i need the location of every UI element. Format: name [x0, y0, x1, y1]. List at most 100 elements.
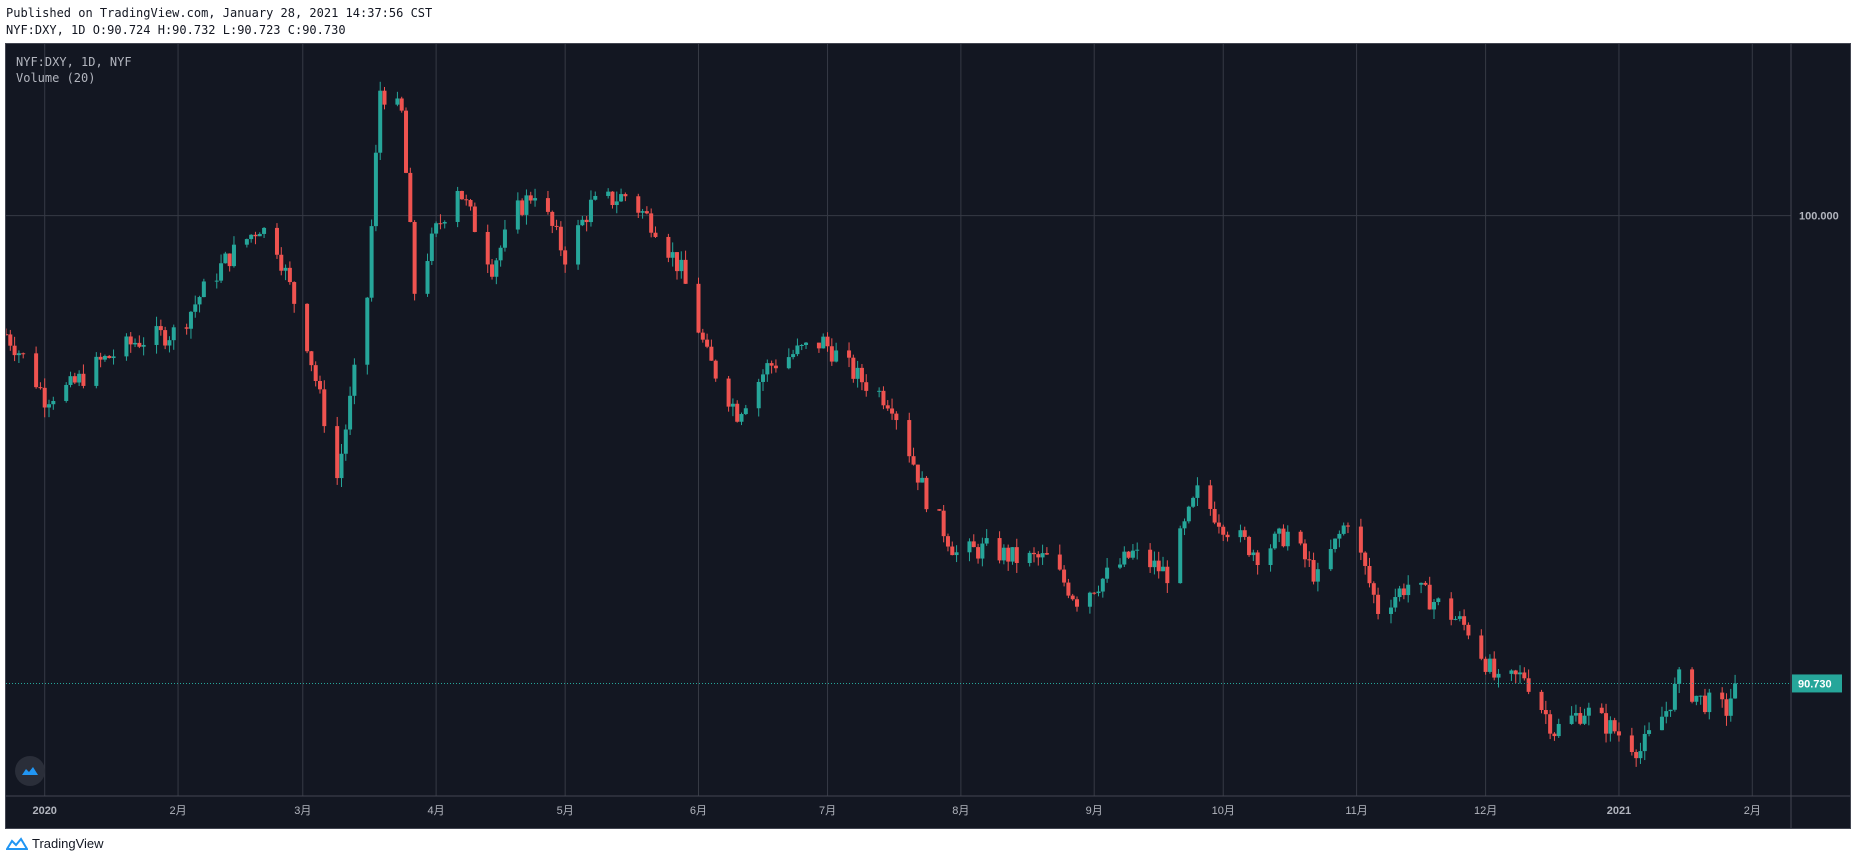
candle-body	[193, 304, 198, 312]
candle-body	[1130, 550, 1135, 558]
candle-body	[94, 356, 99, 386]
candle-body	[77, 373, 82, 383]
candle-body	[976, 547, 981, 559]
candle-body	[1272, 533, 1277, 549]
footer[interactable]: TradingView	[6, 836, 104, 851]
candle-body	[640, 211, 645, 213]
candle-body	[1031, 552, 1036, 555]
candle-body	[498, 247, 503, 261]
candle-body	[1186, 506, 1191, 522]
legend-symbol[interactable]: NYF:DXY, 1D, NYF	[16, 55, 132, 69]
candle-body	[81, 373, 86, 386]
candle-body	[520, 200, 525, 215]
candle-body	[915, 464, 920, 483]
candle-body	[485, 231, 490, 265]
candle-body	[1522, 672, 1527, 679]
candle-body	[1586, 707, 1591, 716]
candle-body	[885, 405, 890, 409]
candle-body	[1397, 588, 1402, 598]
candle-body	[1014, 547, 1019, 564]
candle-body	[563, 250, 568, 265]
candle-body	[945, 536, 950, 547]
candle-body	[188, 311, 193, 329]
last-price-label: 90.730	[1798, 678, 1832, 690]
candle-body	[1423, 582, 1428, 585]
candle-body	[1070, 595, 1075, 600]
candle-body	[434, 223, 439, 234]
candle-body	[464, 199, 469, 201]
candle-body	[851, 357, 856, 379]
candle-body	[1672, 683, 1677, 710]
candle-body	[804, 342, 809, 346]
candle-body	[1238, 530, 1243, 538]
candle-body	[786, 357, 791, 369]
candle-body	[816, 342, 821, 349]
candle-body	[1006, 547, 1011, 562]
candle-body	[1255, 552, 1260, 566]
candle-body	[459, 190, 464, 200]
tradingview-logo-badge[interactable]	[15, 756, 45, 786]
candle-body	[1401, 588, 1406, 596]
x-tick-label: 3月	[294, 805, 311, 817]
candle-body	[576, 225, 581, 265]
candle-body	[1677, 669, 1682, 684]
candle-body	[1027, 552, 1032, 564]
candle-body	[1487, 658, 1492, 672]
candle-body	[1100, 578, 1105, 592]
candle-body	[1733, 683, 1738, 699]
candle-body	[610, 191, 615, 206]
candle-body	[1195, 485, 1200, 498]
candle-body	[455, 190, 460, 222]
candle-body	[98, 356, 103, 360]
candle-body	[244, 239, 249, 245]
candle-body	[696, 283, 701, 333]
candle-body	[1569, 715, 1574, 724]
candle-body	[283, 267, 288, 271]
x-tick-label: 10月	[1212, 805, 1235, 817]
candle-body	[984, 538, 989, 544]
candle-body	[683, 259, 688, 284]
candle-body	[1221, 526, 1226, 535]
candle-body	[1393, 597, 1398, 608]
candle-body	[1496, 673, 1501, 678]
chart-panel[interactable]: 2020 2月 3月 4月 5月 6月 7月 8月 9月 10月 11月 12月 2021 2月 100.0…	[5, 43, 1851, 829]
candle-body	[1453, 618, 1458, 620]
candle-body	[1118, 564, 1123, 568]
candle-body	[528, 195, 533, 201]
candle-body	[201, 281, 206, 298]
candle-body	[158, 326, 163, 331]
candle-body	[791, 354, 796, 358]
candle-body	[141, 344, 146, 347]
legend-volume[interactable]: Volume (20)	[16, 71, 96, 85]
candle-body	[911, 456, 916, 465]
candle-body	[1333, 538, 1338, 550]
candle-body	[937, 509, 942, 511]
tradingview-logo-icon	[6, 837, 28, 850]
candle-body	[756, 381, 761, 409]
candle-body	[219, 263, 224, 281]
candle-body	[1001, 547, 1006, 561]
candle-body	[1216, 522, 1221, 527]
candle-body	[1208, 485, 1213, 509]
chart-legend: NYF:DXY, 1D, NYF Volume (20)	[16, 54, 132, 86]
candle-body	[227, 253, 232, 267]
candle-body	[726, 378, 731, 407]
candle-body	[1337, 533, 1342, 539]
candle-body	[1191, 497, 1196, 507]
axes: 2020 2月 3月 4月 5月 6月 7月 8月 9月 10月 11月 12月 2021 2月 100.0…	[6, 44, 1850, 828]
candle-body	[834, 350, 839, 362]
candle-body	[442, 221, 447, 224]
candle-body	[1285, 531, 1290, 547]
candle-body	[743, 408, 748, 415]
candle-body	[550, 211, 555, 226]
candlestick-chart[interactable]: 2020 2月 3月 4月 5月 6月 7月 8月 9月 10月 11月 12月 2021 2月 100.0…	[6, 44, 1850, 828]
candle-body	[1406, 584, 1411, 596]
candle-body	[545, 198, 550, 212]
candle-body	[666, 236, 671, 258]
candle-body	[1057, 554, 1062, 570]
candle-body	[1702, 695, 1707, 713]
candle-body	[154, 326, 159, 345]
candle-body	[42, 387, 47, 408]
candle-body	[580, 219, 585, 226]
candle-body	[1556, 723, 1561, 737]
